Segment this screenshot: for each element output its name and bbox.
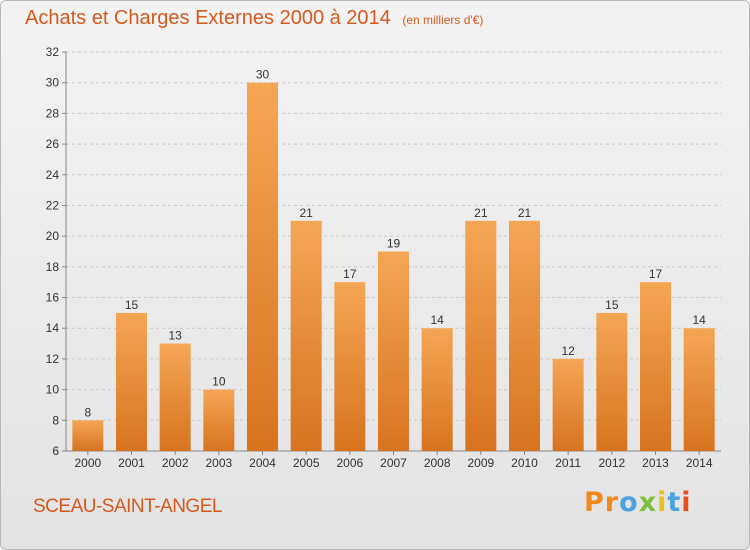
- bar: [683, 328, 715, 451]
- y-tick-label: 26: [46, 137, 60, 151]
- y-tick-label: 20: [46, 229, 60, 243]
- x-tick-label: 2004: [249, 456, 276, 470]
- x-tick-label: 2005: [293, 456, 320, 470]
- bar: [247, 82, 278, 451]
- x-tick-label: 2003: [205, 456, 232, 470]
- x-tick-label: 2013: [642, 456, 669, 470]
- bar: [596, 312, 628, 451]
- bar: [290, 220, 322, 451]
- x-tick-label: 2001: [118, 456, 145, 470]
- y-tick-label: 32: [46, 45, 60, 59]
- bar: [334, 282, 366, 451]
- y-tick-label: 10: [46, 383, 60, 397]
- logo-letter: i: [681, 487, 692, 518]
- x-tick-label: 2000: [74, 456, 101, 470]
- data-label: 17: [649, 267, 663, 281]
- bars: [72, 82, 715, 451]
- bar: [378, 251, 409, 451]
- data-label: 14: [692, 313, 706, 327]
- y-tick-label: 22: [46, 198, 60, 212]
- data-label: 30: [256, 68, 270, 82]
- x-tick-label: 2012: [598, 456, 625, 470]
- bar: [421, 328, 453, 451]
- data-label: 19: [387, 237, 401, 251]
- y-tick-label: 30: [46, 76, 60, 90]
- bar: [203, 389, 235, 451]
- data-label: 21: [518, 206, 532, 220]
- bar: [640, 282, 671, 451]
- y-tick-label: 16: [46, 291, 60, 305]
- x-tick-label: 2011: [555, 456, 581, 470]
- chart-subtitle: (en milliers d'€): [402, 13, 484, 27]
- data-label: 14: [430, 313, 444, 327]
- data-label: 13: [168, 329, 182, 343]
- proxiti-logo: Proxiti: [584, 487, 692, 518]
- bar: [509, 220, 540, 451]
- logo-letter: x: [638, 487, 658, 518]
- y-tick-label: 24: [46, 168, 60, 182]
- data-label: 17: [343, 267, 357, 281]
- x-tick-label: 2010: [511, 456, 538, 470]
- data-label: 21: [474, 206, 488, 220]
- bar: [552, 358, 584, 451]
- bar: [465, 220, 497, 451]
- logo-letter: P: [584, 487, 605, 518]
- data-label: 8: [84, 405, 91, 419]
- data-label: 12: [561, 344, 575, 358]
- chart-title: Achats et Charges Externes 2000 à 2014 (…: [25, 7, 483, 30]
- data-label: 15: [605, 298, 619, 312]
- x-tick-label: 2008: [424, 456, 451, 470]
- y-tick-label: 8: [52, 413, 59, 427]
- bar: [72, 420, 104, 451]
- labels: 6 8 10 12 14 16 18 20 22 24 26 28 30 32 8 2000 15 2001 13 2…: [46, 45, 713, 470]
- y-tick-label: 6: [52, 444, 59, 458]
- logo-letter: o: [619, 487, 639, 518]
- logo-letter: t: [667, 487, 682, 518]
- x-tick-label: 2009: [467, 456, 494, 470]
- x-tick-label: 2002: [162, 456, 189, 470]
- bar: [159, 343, 191, 451]
- bar: [116, 312, 147, 451]
- x-tick-label: 2014: [686, 456, 713, 470]
- x-tick-label: 2006: [336, 456, 363, 470]
- y-tick-label: 14: [46, 321, 60, 335]
- logo-letter: r: [604, 487, 620, 518]
- y-tick-label: 18: [46, 260, 60, 274]
- data-label: 10: [212, 375, 226, 389]
- y-tick-label: 12: [46, 352, 60, 366]
- y-tick-label: 28: [46, 106, 60, 120]
- data-label: 21: [299, 206, 313, 220]
- x-tick-label: 2007: [380, 456, 407, 470]
- chart-title-text: Achats et Charges Externes 2000 à 2014: [25, 7, 391, 29]
- logo-letter: i: [657, 487, 668, 518]
- data-label: 15: [125, 298, 139, 312]
- place-name: SCEAU-SAINT-ANGEL: [33, 496, 222, 517]
